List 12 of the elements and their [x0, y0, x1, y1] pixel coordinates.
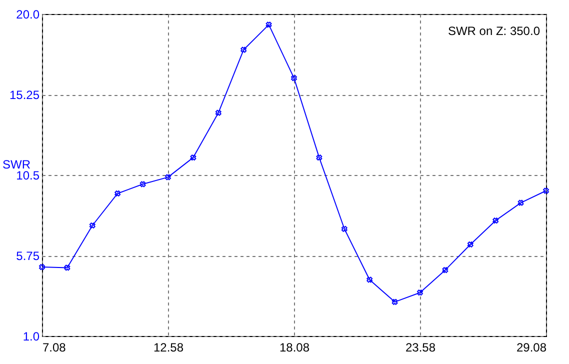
y-tick-label: 5.75 — [16, 249, 40, 263]
y-tick-label: 15.25 — [9, 88, 40, 102]
annotation: SWR on Z: 350.0 — [448, 24, 540, 38]
x-tick-label: 23.58 — [405, 340, 436, 354]
x-tick-label: 12.58 — [153, 340, 184, 354]
x-tick-label: 29.08 — [516, 340, 547, 354]
x-tick-label: 7.08 — [42, 340, 66, 354]
x-tick-label: 18.08 — [279, 340, 310, 354]
y-tick-label: 20.0 — [16, 8, 40, 22]
y-axis-title: SWR — [2, 158, 31, 172]
y-tick-label: 10.5 — [16, 168, 40, 182]
y-tick-label: 1.0 — [22, 330, 40, 344]
